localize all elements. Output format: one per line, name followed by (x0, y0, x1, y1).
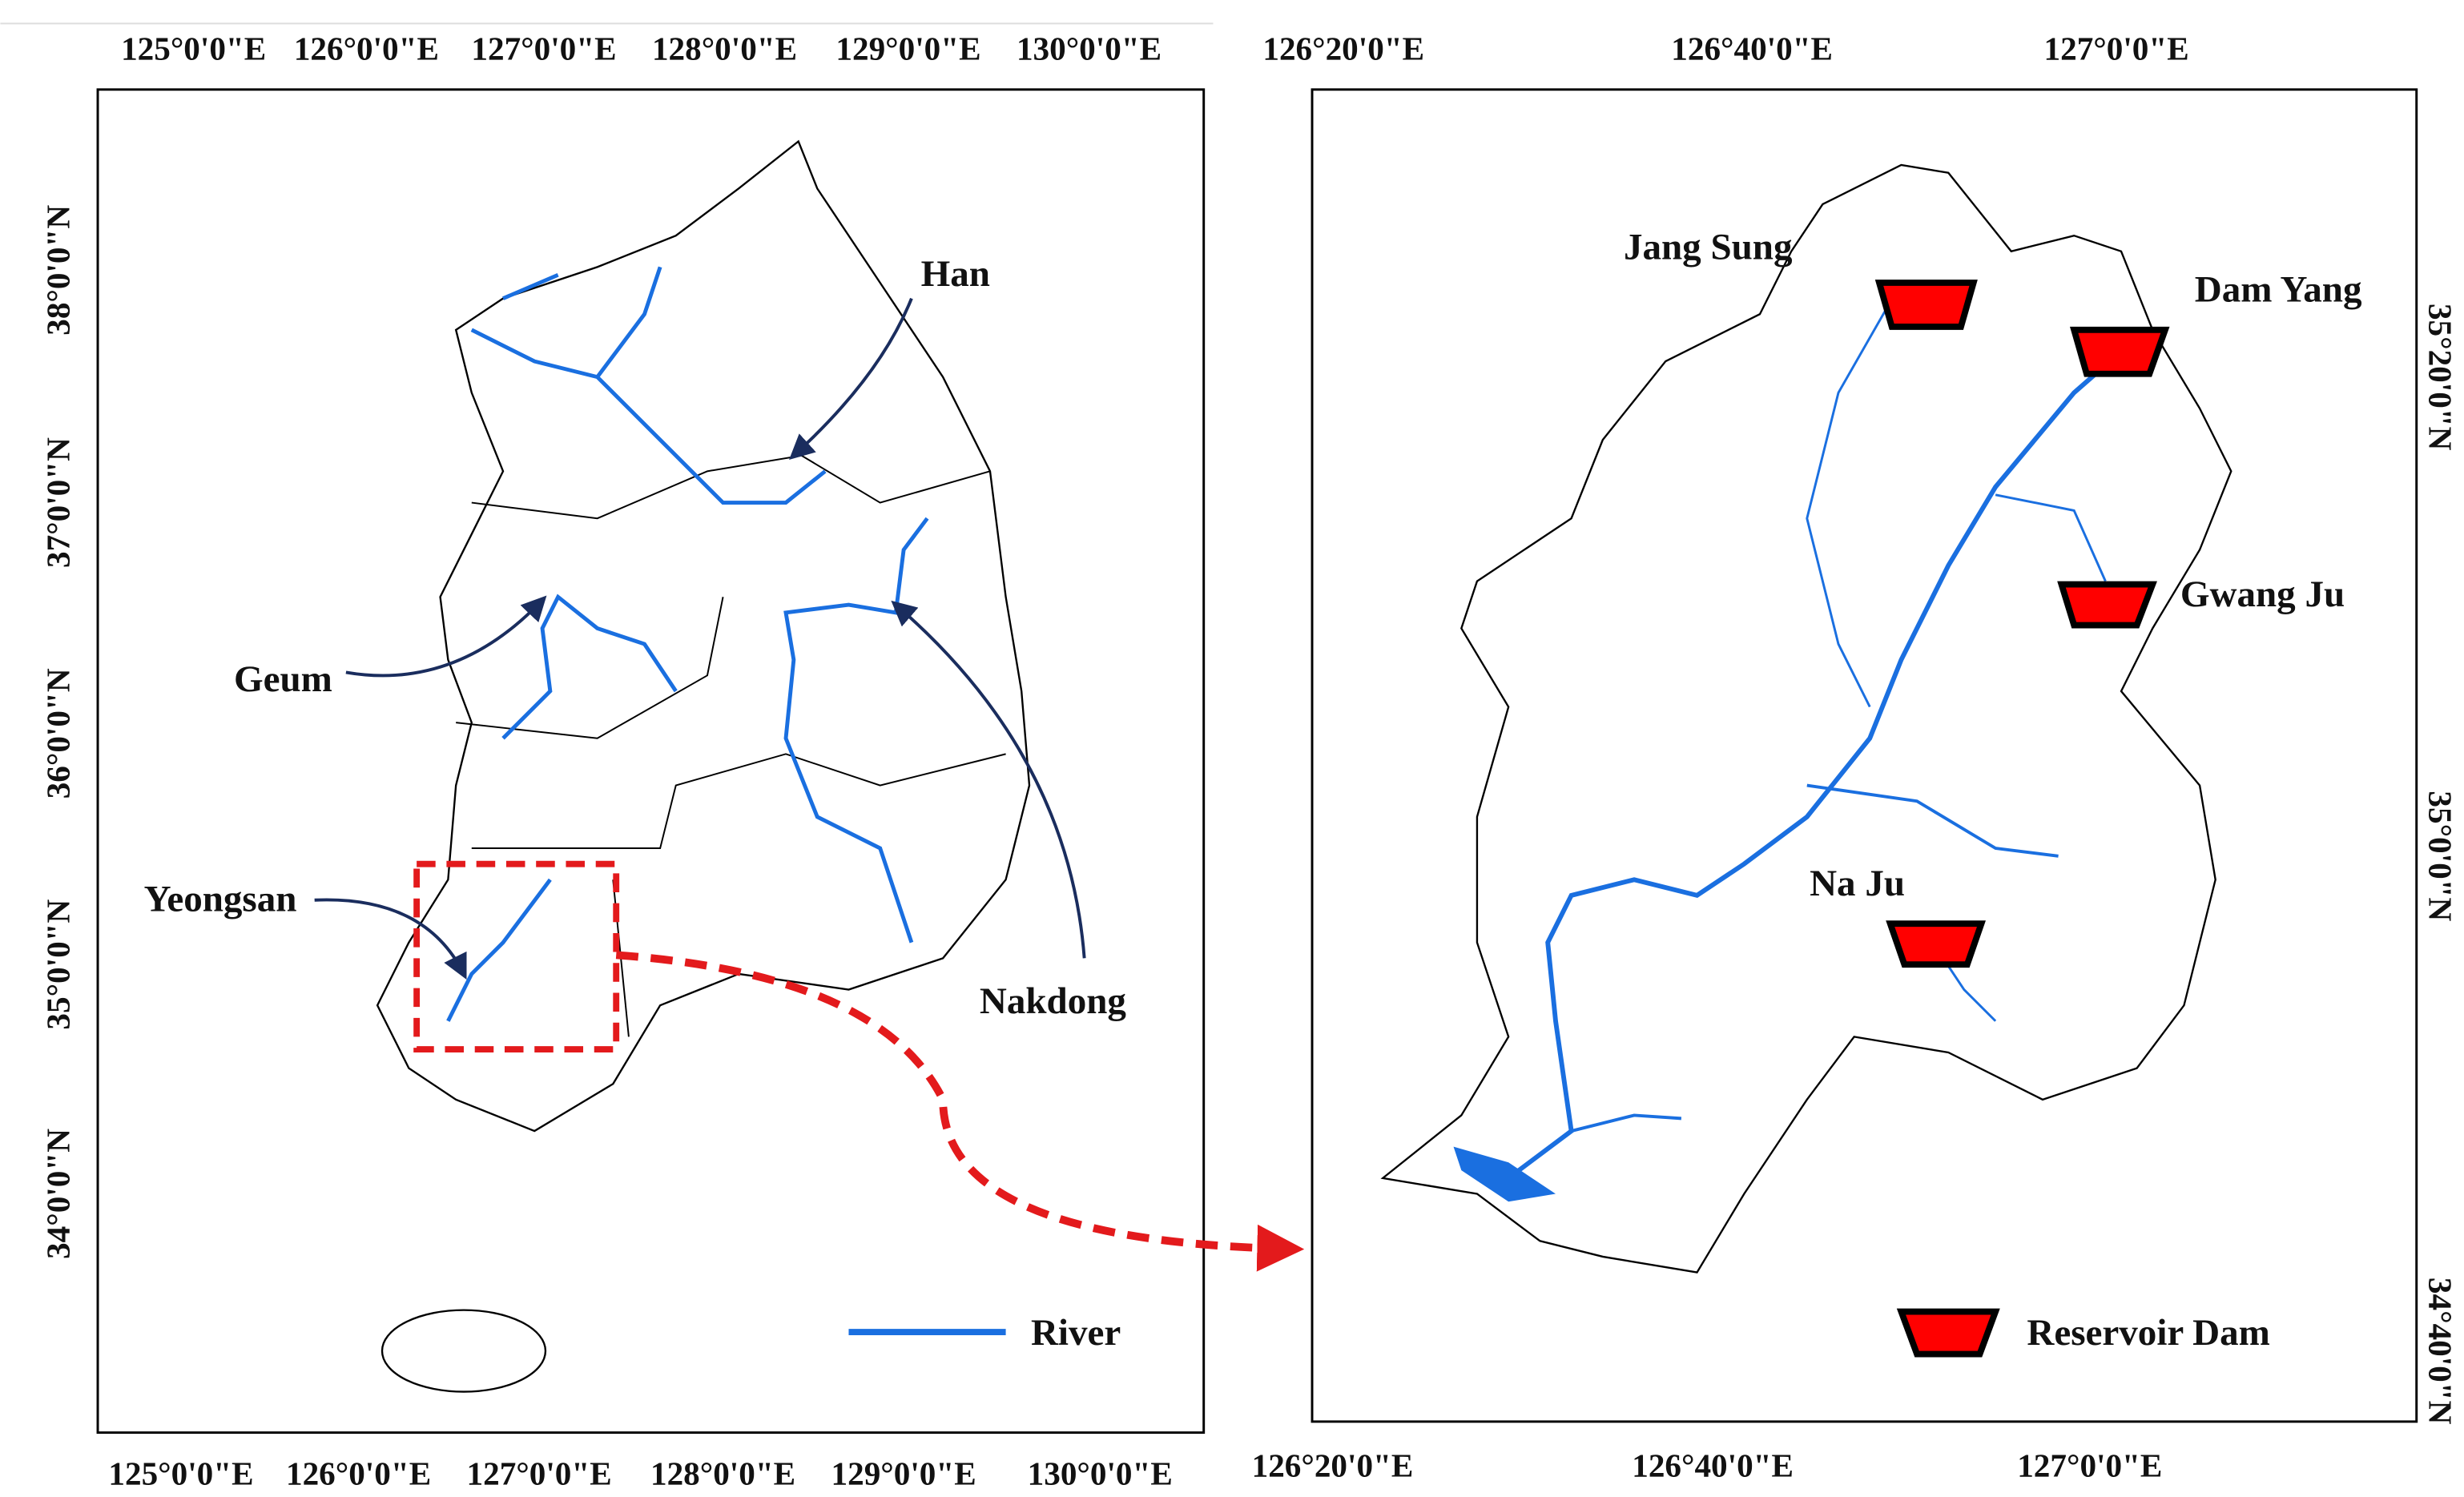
rivers (446, 266, 929, 1022)
x-label: 130°0'0"E (1017, 30, 1162, 67)
x-label: 127°0'0"E (2044, 30, 2189, 67)
x-label: 126°0'0"E (286, 1455, 431, 1491)
dam-label: Gwang Ju (2180, 573, 2345, 615)
y-label: 35°20'0"N (2422, 304, 2458, 451)
x-label: 126°20'0"E (1262, 30, 1424, 67)
river-label: Han (921, 253, 990, 295)
x-label: 128°0'0"E (652, 30, 797, 67)
y-label: 38°0'0"N (40, 205, 77, 336)
y-label: 34°40'0"N (2422, 1278, 2458, 1425)
y-label: 36°0'0"N (40, 668, 77, 799)
x-label: 127°0'0"E (471, 30, 616, 67)
estuary (1453, 1146, 1556, 1202)
pointer-arrows (314, 297, 1086, 980)
left-frame (96, 88, 1206, 1435)
x-label: 125°0'0"E (108, 1455, 253, 1491)
korea-outline (376, 139, 1031, 1133)
dam-label: Na Ju (1810, 863, 1905, 904)
x-label: 126°20'0"E (1252, 1447, 1414, 1484)
y-label: 35°0'0"N (40, 899, 77, 1029)
dam-label: Jang Sung (1624, 227, 1793, 268)
x-label: 128°0'0"E (650, 1455, 795, 1491)
river-label: Yeongsan (144, 878, 297, 920)
zoom-arrow (615, 951, 1305, 1272)
province-borders (456, 454, 1006, 1037)
y-label: 34°0'0"N (40, 1129, 77, 1259)
basin-rivers (1507, 282, 2139, 1181)
river-label: Nakdong (980, 980, 1127, 1022)
dam-label: Dam Yang (2195, 269, 2362, 311)
zoom-box (413, 860, 620, 1052)
x-label: 126°40'0"E (1671, 30, 1833, 67)
x-label: 126°0'0"E (294, 30, 439, 67)
legend-label: River (1031, 1312, 1121, 1354)
x-label: 129°0'0"E (831, 1455, 976, 1491)
y-label: 37°0'0"N (40, 437, 77, 568)
y-label: 35°0'0"N (2422, 791, 2458, 921)
basin-outline (1380, 163, 2232, 1274)
x-label: 130°0'0"E (1028, 1455, 1173, 1491)
dams (1874, 280, 2170, 1358)
x-label: 129°0'0"E (835, 30, 980, 67)
right-frame (1311, 88, 2418, 1423)
x-label: 126°40'0"E (1632, 1447, 1794, 1484)
jeju-island (380, 1309, 547, 1393)
x-label: 127°0'0"E (467, 1455, 612, 1491)
x-label: 127°0'0"E (2017, 1447, 2162, 1484)
x-label: 125°0'0"E (121, 30, 266, 67)
legend-label: Reservoir Dam (2027, 1312, 2270, 1354)
river-label: Geum (234, 658, 332, 700)
